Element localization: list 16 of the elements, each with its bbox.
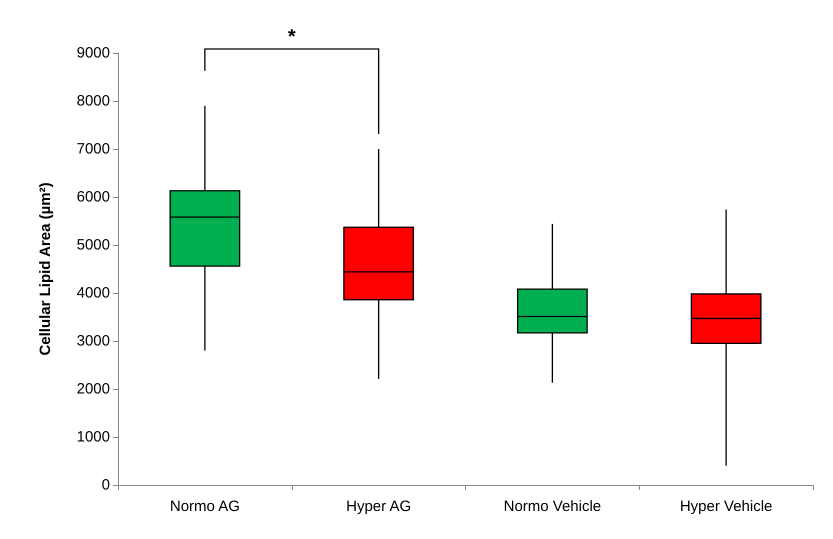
y-tick-label: 1000	[76, 428, 110, 446]
x-tick-label: Normo AG	[170, 498, 240, 515]
x-tick-label: Hyper AG	[346, 498, 412, 515]
x-tick-label: Normo Vehicle	[504, 498, 602, 515]
y-tick-label: 0	[102, 476, 110, 494]
text: *	[288, 26, 296, 48]
y-tick-label: 2000	[76, 380, 110, 398]
y-tick-label: 5000	[76, 236, 110, 254]
y-tick-label: 9000	[76, 44, 110, 62]
x-tick-label: Hyper Vehicle	[680, 498, 772, 515]
y-tick-label: 7000	[76, 140, 110, 158]
y-tick-label: 8000	[76, 92, 110, 110]
y-axis-title: Cellular Lipid Area (µm²)	[37, 182, 54, 356]
y-tick-label: 6000	[76, 188, 110, 206]
y-tick-label: 4000	[76, 284, 110, 302]
y-tick-label: 3000	[76, 332, 110, 350]
